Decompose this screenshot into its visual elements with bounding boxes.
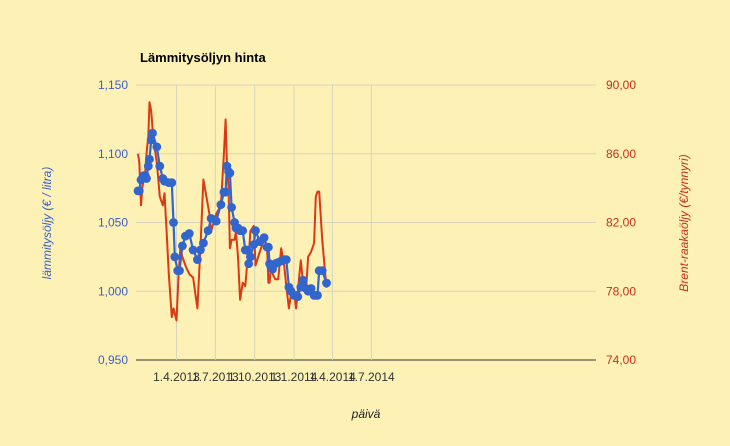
heating-oil-point — [170, 252, 180, 262]
x-tick-label: 1.7.2013 — [192, 370, 239, 384]
y-left-tick-label: 1,050 — [98, 216, 128, 230]
y-left-tick-label: 1,150 — [98, 78, 128, 92]
heating-oil-point — [193, 255, 202, 264]
x-tick-label: 1.1.2014 — [271, 370, 318, 384]
y-left-tick-label: 1,100 — [98, 147, 128, 161]
heating-oil-point — [152, 142, 162, 152]
heating-oil-point — [244, 259, 254, 269]
heating-oil-point — [167, 178, 177, 188]
heating-oil-point — [175, 266, 184, 275]
heating-oil-point — [293, 292, 303, 302]
heating-oil-point — [148, 128, 157, 138]
heating-oil-point — [188, 245, 198, 255]
y-right-tick-label: 90,00 — [606, 78, 636, 92]
heating-oil-point — [264, 242, 273, 252]
y-right-tick-label: 74,00 — [606, 353, 636, 367]
x-tick-label: 1.4.2013 — [153, 370, 200, 384]
heating-oil-point — [242, 245, 252, 255]
heating-oil-point — [306, 284, 316, 293]
x-tick-label: 1.7.2014 — [348, 370, 395, 384]
heating-oil-point — [246, 252, 255, 262]
heating-oil-point — [322, 278, 331, 288]
heating-oil-point — [313, 291, 322, 300]
heating-oil-point — [227, 203, 237, 212]
heating-oil-point — [196, 245, 205, 255]
heating-oil-point — [259, 233, 269, 243]
heating-oil-point — [178, 241, 187, 251]
heating-oil-point — [298, 275, 308, 285]
y-left-tick-label: 1,000 — [98, 284, 128, 298]
y-axis-label-left: lämmitysöljy (€ / litra) — [40, 167, 54, 280]
heating-oil-point — [221, 187, 231, 197]
heating-oil-point — [143, 161, 153, 171]
y-axis-label-right: Brent-raakaöljy (€/tynnyri) — [677, 154, 691, 291]
heating-oil-point — [225, 168, 235, 178]
x-axis-label: päivä — [351, 407, 381, 421]
tick-labels: 0,950 74,00 1,000 78,00 1,050 82,00 1,100 86,00… — [98, 78, 636, 384]
x-tick-label: 1.4.2014 — [309, 370, 356, 384]
heating-oil-point — [281, 255, 291, 264]
y-right-tick-label: 82,00 — [606, 216, 636, 230]
y-right-tick-label: 86,00 — [606, 147, 636, 161]
heating-oil-point — [216, 200, 226, 210]
heating-oil-point — [238, 226, 248, 236]
heating-oil-point — [211, 216, 221, 226]
y-left-tick-label: 0,950 — [98, 353, 128, 367]
y-right-tick-label: 78,00 — [606, 284, 636, 298]
heating-oil-point — [155, 161, 165, 171]
heating-oil-point — [142, 174, 151, 183]
heating-oil-point — [134, 186, 144, 196]
heating-oil-point — [145, 154, 154, 164]
heating-oil-point — [146, 135, 156, 145]
grid-lines — [136, 84, 596, 361]
heating-oil-point — [199, 238, 208, 248]
chart-title: Lämmitysöljyn hinta — [140, 50, 266, 65]
x-tick-label: 1.10.2013 — [228, 370, 282, 384]
series-layer — [133, 101, 331, 322]
heating-oil-point — [203, 226, 213, 236]
heating-oil-point — [169, 218, 178, 227]
heating-oil-point — [184, 229, 194, 238]
heating-oil-point — [251, 226, 260, 236]
heating-oil-point — [317, 266, 327, 275]
